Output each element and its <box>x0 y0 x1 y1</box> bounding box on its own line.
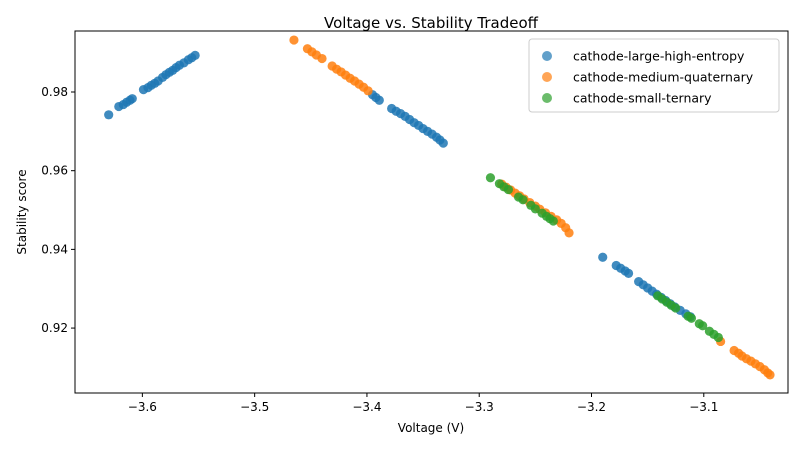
data-point <box>363 86 373 96</box>
data-point <box>713 332 723 343</box>
data-point <box>698 321 708 331</box>
series-cathode-small-ternary <box>485 173 723 343</box>
legend-marker <box>542 72 552 82</box>
plot-frame <box>74 30 789 394</box>
y-axis-ticks: 0.92 0.94 0.96 0.98 <box>41 85 75 335</box>
y-tick-label: 0.94 <box>41 242 68 256</box>
data-point <box>438 138 448 148</box>
data-point <box>598 252 608 262</box>
data-point <box>317 53 327 64</box>
legend-marker <box>542 93 552 103</box>
y-tick-label: 0.92 <box>41 321 68 335</box>
legend-item: cathode-medium-quaternary <box>542 70 754 85</box>
y-tick-label: 0.98 <box>41 85 68 99</box>
data-point <box>671 303 681 313</box>
data-point <box>623 268 634 278</box>
x-tick-label: −3.1 <box>689 400 718 414</box>
legend: cathode-large-high-entropy cathode-medium… <box>528 38 780 113</box>
legend-box <box>528 38 780 113</box>
data-point <box>127 94 137 104</box>
data-point <box>503 184 514 195</box>
data-point <box>485 173 496 183</box>
data-point <box>104 110 114 120</box>
legend-label: cathode-small-ternary <box>573 91 712 106</box>
legend-item: cathode-large-high-entropy <box>542 49 745 64</box>
data-point <box>686 313 697 323</box>
x-tick-label: −3.6 <box>128 400 157 414</box>
data-point <box>530 204 540 214</box>
data-point <box>289 35 299 45</box>
y-axis-label: Stability score <box>15 169 29 254</box>
data-point <box>374 95 384 105</box>
y-tick-label: 0.96 <box>41 164 68 178</box>
x-tick-label: −3.5 <box>240 400 269 414</box>
x-tick-label: −3.2 <box>577 400 606 414</box>
x-tick-label: −3.3 <box>465 400 494 414</box>
x-axis-ticks: −3.6 −3.5 −3.4 −3.3 −3.2 −3.1 <box>128 393 718 414</box>
legend-label: cathode-medium-quaternary <box>573 70 754 85</box>
data-point <box>765 370 775 380</box>
x-axis-label: Voltage (V) <box>398 421 464 435</box>
x-tick-label: −3.4 <box>352 400 381 414</box>
data-point <box>564 228 574 238</box>
data-point <box>518 195 528 205</box>
chart-title: Voltage vs. Stability Tradeoff <box>324 14 539 32</box>
legend-marker <box>542 51 552 61</box>
data-point <box>190 50 200 61</box>
legend-item: cathode-small-ternary <box>542 91 712 106</box>
points-layer <box>104 35 775 380</box>
data-point <box>548 216 558 226</box>
legend-label: cathode-large-high-entropy <box>573 49 745 64</box>
